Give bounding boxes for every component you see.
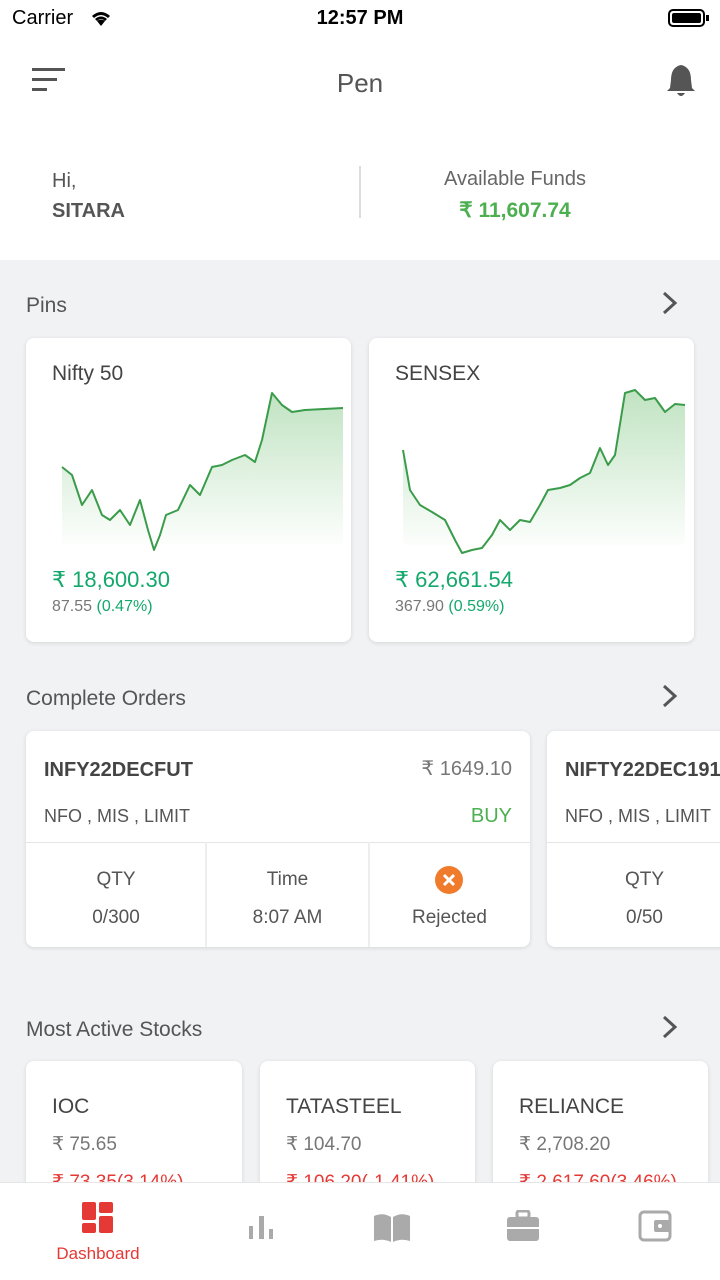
stock-card[interactable]: TATASTEEL ₹ 104.70 ₹ 106.20(-1.41%)	[260, 1061, 475, 1201]
index-name: Nifty 50	[52, 362, 124, 385]
stock-name: TATASTEEL	[286, 1095, 402, 1118]
tab-dashboard-icon[interactable]	[82, 1202, 114, 1234]
tab-orders-icon[interactable]	[372, 1212, 412, 1244]
change-percent: (0.59%)	[448, 598, 505, 615]
clock: 12:57 PM	[316, 7, 404, 29]
active-more[interactable]	[660, 1014, 680, 1040]
rejected-icon	[435, 866, 463, 894]
section-title: Complete Orders	[26, 687, 186, 710]
user-name: SITARA	[52, 200, 125, 222]
index-price: ₹ 62,661.54	[395, 567, 513, 592]
pins-more[interactable]	[660, 290, 680, 316]
stock-name: IOC	[52, 1095, 90, 1118]
divider	[205, 842, 207, 947]
stock-card[interactable]: RELIANCE ₹ 2,708.20 ₹ 2,617.60(3.46%)	[493, 1061, 708, 1201]
order-meta: NFO , MIS , LIMIT	[44, 806, 191, 826]
tab-charts-icon[interactable]	[248, 1214, 276, 1242]
change-value: 87.55	[52, 598, 93, 615]
divider	[547, 842, 720, 843]
divider	[26, 842, 530, 843]
funds-value: ₹ 11,607.74	[459, 199, 571, 222]
order-symbol: INFY22DECFUT	[44, 759, 193, 781]
order-card[interactable]: NIFTY22DEC191 NFO , MIS , LIMIT QTY 0/50	[547, 731, 720, 947]
order-symbol: NIFTY22DEC191	[565, 759, 720, 781]
greeting: Hi,	[52, 170, 77, 192]
order-card[interactable]: INFY22DECFUT ₹ 1649.10 NFO , MIS , LIMIT…	[26, 731, 530, 947]
battery-icon	[668, 9, 709, 27]
change-value: 367.90	[395, 598, 444, 615]
stock-price: ₹ 104.70	[286, 1134, 362, 1155]
notification-button[interactable]	[666, 62, 696, 98]
qty-label: QTY	[624, 869, 665, 890]
index-name: SENSEX	[395, 362, 481, 385]
change-percent: (0.47%)	[96, 598, 153, 615]
index-change: 87.55 (0.47%)	[52, 598, 153, 616]
tab-label[interactable]: Dashboard	[56, 1244, 140, 1263]
tab-funds-icon[interactable]	[638, 1210, 672, 1242]
order-price: ₹ 1649.10	[421, 758, 512, 780]
orders-more[interactable]	[660, 683, 680, 709]
index-change: 367.90 (0.59%)	[395, 598, 504, 616]
qty-label: QTY	[96, 869, 136, 890]
time-value: 8:07 AM	[252, 907, 323, 928]
section-title: Pins	[26, 294, 67, 317]
order-meta: NFO , MIS , LIMIT	[565, 806, 712, 826]
sparklines	[61, 389, 686, 554]
header-title: Pen	[336, 68, 384, 98]
menu-button[interactable]	[32, 68, 66, 94]
order-side: BUY	[470, 805, 512, 827]
stock-price: ₹ 2,708.20	[519, 1134, 611, 1155]
stock-price: ₹ 75.65	[52, 1134, 117, 1155]
divider	[368, 842, 370, 947]
index-price: ₹ 18,600.30	[52, 567, 170, 592]
tab-bar	[0, 1182, 720, 1280]
qty-value: 0/50	[626, 907, 663, 928]
carrier: Carrier	[12, 7, 74, 29]
time-label: Time	[266, 869, 309, 890]
qty-value: 0/300	[92, 907, 140, 928]
stock-card[interactable]: IOC ₹ 75.65 ₹ 73.35(3.14%)	[26, 1061, 242, 1201]
order-status: Rejected	[412, 907, 487, 928]
section-title: Most Active Stocks	[26, 1018, 203, 1041]
stock-name: RELIANCE	[519, 1095, 625, 1118]
tab-portfolio-icon[interactable]	[506, 1210, 540, 1242]
wifi-icon	[92, 12, 110, 26]
funds-label: Available Funds	[444, 168, 586, 190]
divider	[359, 166, 361, 218]
